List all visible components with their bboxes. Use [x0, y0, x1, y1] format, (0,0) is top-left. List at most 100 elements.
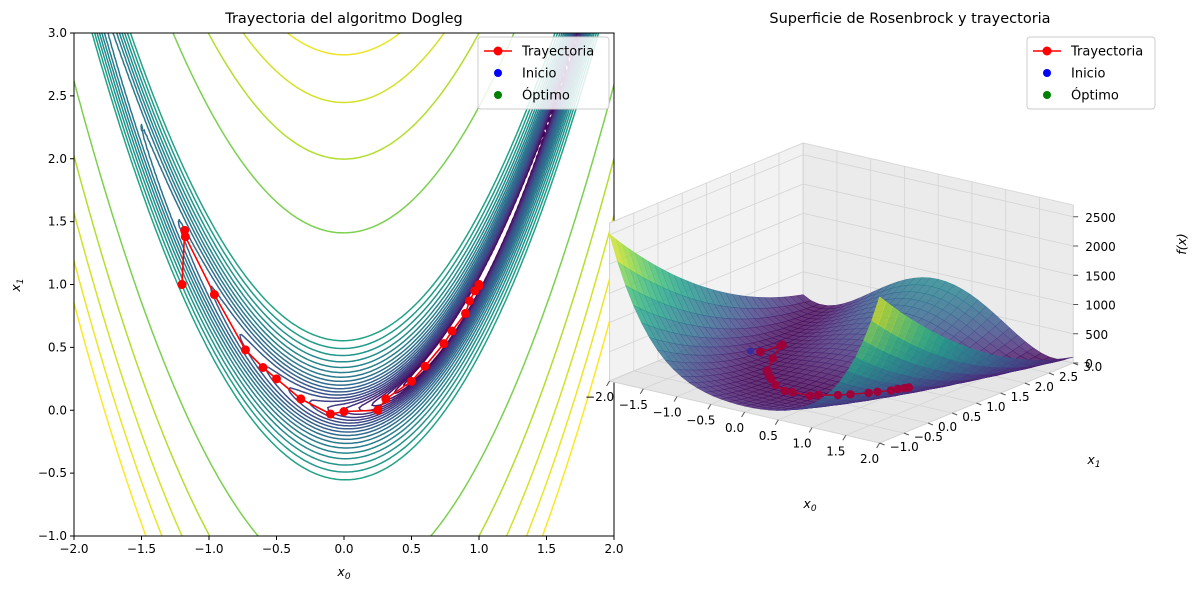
contour-level [74, 302, 614, 536]
contour-chart: −2.0 −1.5 −1.0 −0.5 0.0 0.5 1.0 1.5 2.0 −1.0 −0.5 0… [8, 11, 624, 582]
legend-label: Inicio [1071, 67, 1105, 82]
chart-title: Trayectoria del algoritmo Dogleg [224, 11, 463, 27]
trajectory-point-3d [904, 383, 914, 392]
trajectory-point [326, 409, 335, 419]
x-tick-label: −1.0 [194, 542, 223, 556]
y-tick-mark [976, 402, 982, 406]
trajectory-point [447, 326, 457, 336]
trajectory-point [180, 232, 190, 242]
trajectory-point-3d [767, 374, 776, 384]
contour-level [74, 33, 614, 536]
x-tick-label: 0.0 [725, 421, 744, 435]
grid-line [609, 183, 804, 265]
trajectory-point-3d [833, 390, 843, 400]
grid-line [609, 154, 804, 236]
grid-line [879, 362, 1074, 444]
legend-label: Óptimo [1071, 88, 1119, 104]
grid-line [803, 183, 1074, 247]
y-axis-label: x1 [1086, 452, 1100, 470]
y-tick-label: 0.5 [48, 340, 67, 354]
x-tick-mark [876, 442, 881, 449]
trajectory-point-3d [846, 390, 855, 399]
y-tick-mark [1000, 392, 1006, 396]
x-tick-label: −0.5 [262, 542, 291, 556]
y-tick-label: 2.0 [48, 152, 67, 166]
x-tick-label: 0.0 [334, 542, 353, 556]
legend: Trayectoria Inicio Óptimo [477, 36, 610, 110]
legend-box [1026, 36, 1156, 110]
trajectory-series [177, 225, 484, 419]
x-tick-label: 2.0 [604, 542, 623, 556]
legend-marker [494, 69, 502, 77]
trajectory-point-3d [756, 347, 765, 357]
x-tick-label: −1.5 [619, 398, 648, 412]
trajectory-point-3d [788, 387, 797, 397]
x-axis-label: x0 [336, 564, 350, 582]
y-tick-label: 2.5 [48, 89, 67, 103]
y-tick-mark [952, 412, 958, 416]
y-axis-label: x1 [8, 278, 26, 292]
surface-chart: −2.0−1.5−1.0−0.50.00.51.01.52.0−1.0−0.50… [585, 11, 1189, 514]
x-tick-mark [774, 419, 779, 426]
legend: Trayectoria Inicio Óptimo [1026, 36, 1156, 110]
z-tick-label: 500 [1085, 328, 1108, 342]
trajectory-point [465, 296, 475, 306]
start-point-3d [746, 347, 754, 355]
x-tick-label: −1.0 [653, 406, 682, 420]
y-tick-label: −0.5 [38, 466, 67, 480]
x-tick-label: 1.5 [537, 542, 556, 556]
surface [609, 233, 1074, 411]
z-tick-label: 0 [1085, 357, 1093, 371]
y-tick-label: −0.5 [914, 430, 943, 444]
y-tick-mark [1048, 372, 1055, 376]
legend-marker [1042, 46, 1052, 56]
x-tick-mark [639, 388, 644, 395]
x-tick-label: −0.5 [686, 413, 715, 427]
trajectory-point-3d [886, 386, 896, 395]
legend-marker [494, 91, 502, 99]
y-tick-label: 0.0 [938, 420, 957, 434]
x-tick-mark [673, 396, 678, 402]
legend-marker [1043, 69, 1051, 77]
contour-level [93, 33, 598, 473]
y-tick-label: 2.0 [1035, 380, 1054, 394]
y-tick-mark [879, 442, 885, 446]
y-tick-label: 1.0 [986, 400, 1005, 414]
legend-box [477, 36, 610, 110]
trajectory-point [420, 361, 430, 371]
z-axis-label: f(x) [1174, 233, 1189, 255]
x-tick-label: 2.0 [860, 452, 879, 466]
y-tick-label: −1.0 [890, 440, 919, 454]
x-tick-label: 0.5 [402, 542, 421, 556]
trajectory-point-3d [771, 380, 780, 390]
y-tick-label: 3.0 [1083, 360, 1102, 374]
trajectory-point [381, 394, 391, 404]
y-tick-mark [927, 422, 934, 426]
trajectory-point [439, 339, 449, 349]
z-tick-label: 1000 [1085, 299, 1116, 313]
contour-level [140, 33, 588, 441]
x-tick-label: 1.0 [793, 437, 812, 451]
x-tick-mark [606, 380, 611, 387]
grid-line [803, 212, 1074, 276]
trajectory-point [240, 345, 250, 355]
optimum-point [474, 280, 484, 289]
legend-label: Inicio [522, 67, 556, 82]
z-tick-label: 2500 [1085, 211, 1116, 225]
x-tick-label: −2.0 [585, 390, 614, 404]
trajectory-point [339, 407, 349, 417]
trajectory-point-3d [893, 384, 903, 394]
x-axis-label: x0 [802, 496, 816, 514]
y-tick-label: 0.5 [962, 410, 981, 424]
trajectory-point [296, 394, 306, 404]
y-tick-label: 3.0 [48, 26, 67, 40]
axis-ticks: −2.0 −1.5 −1.0 −0.5 0.0 0.5 1.0 1.5 2.0 −1.0 −0.5 0… [38, 26, 624, 556]
trajectory-point-3d [768, 354, 777, 363]
z-tick-label: 1500 [1085, 269, 1116, 283]
y-tick-mark [903, 432, 909, 436]
legend-label: Óptimo [522, 88, 570, 104]
axis-ticks-3d: −2.0−1.5−1.0−0.50.00.51.01.52.0−1.0−0.50… [585, 211, 1116, 466]
legend-label: Trayectoria [1070, 45, 1143, 60]
x-tick-mark [842, 434, 847, 441]
y-tick-label: 2.5 [1059, 370, 1078, 384]
